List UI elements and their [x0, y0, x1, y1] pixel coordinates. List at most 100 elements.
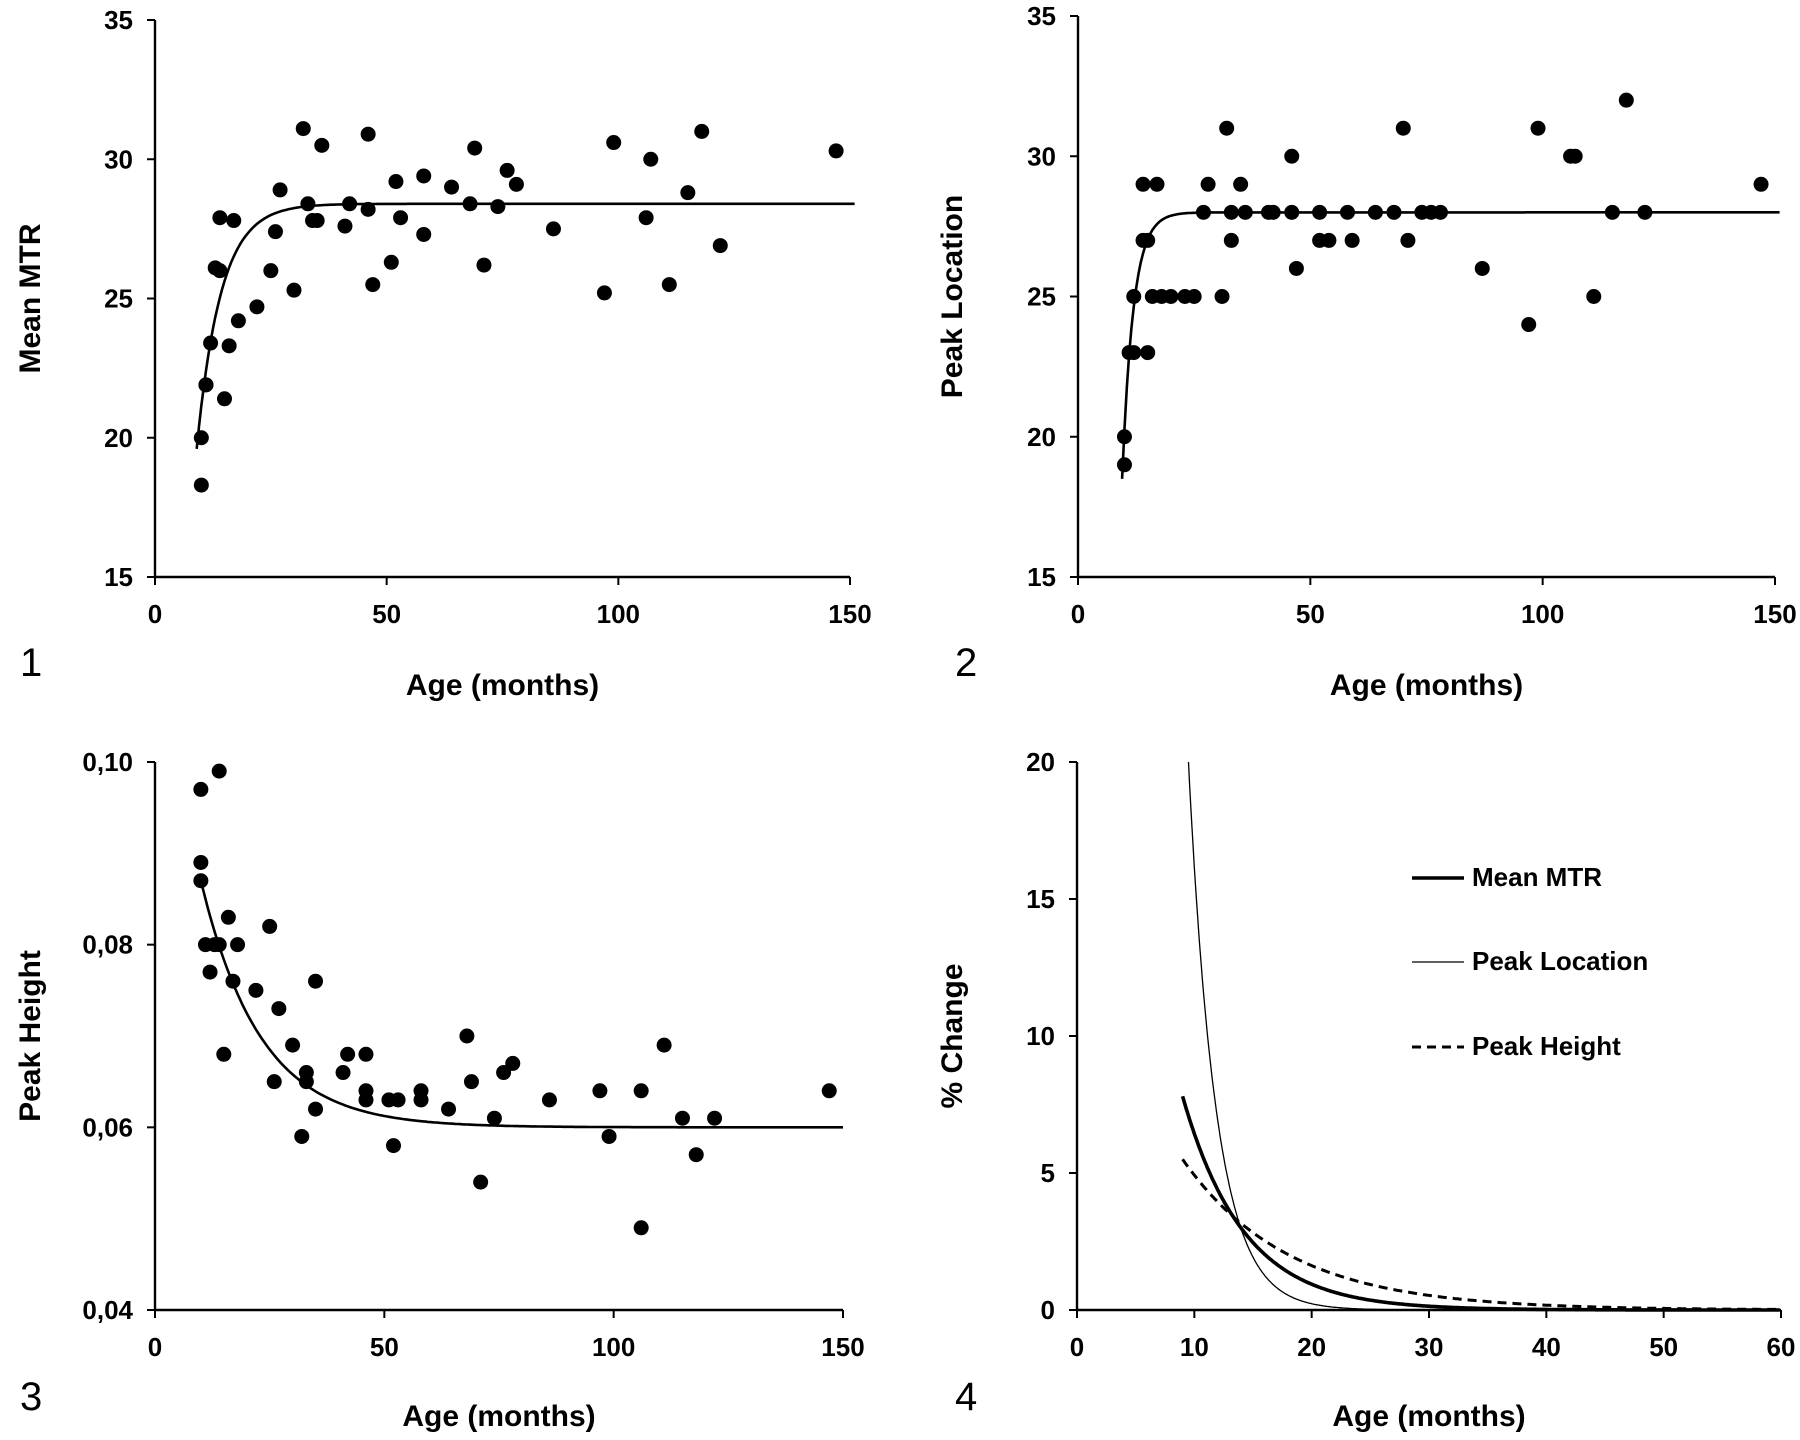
data-point — [1395, 120, 1411, 136]
data-point — [263, 263, 279, 279]
data-point — [606, 135, 622, 151]
data-point — [295, 121, 311, 137]
data-point — [202, 964, 218, 980]
data-point — [828, 143, 844, 159]
y-tick-label: 5 — [1041, 1158, 1055, 1188]
x-tick-label: 50 — [370, 1332, 399, 1362]
data-point — [1567, 148, 1583, 164]
data-point — [193, 477, 209, 493]
panel-number: 2 — [955, 641, 977, 685]
data-point — [216, 1046, 232, 1062]
data-point — [211, 763, 227, 779]
data-point — [285, 1037, 301, 1053]
data-point — [694, 123, 710, 139]
data-point — [601, 1128, 617, 1144]
data-point — [1233, 176, 1249, 192]
data-point — [1140, 345, 1156, 361]
x-tick-label: 0 — [148, 1332, 162, 1362]
data-point — [661, 277, 677, 293]
data-point — [335, 1065, 351, 1081]
x-tick-label: 50 — [1296, 599, 1325, 629]
data-point — [266, 1074, 282, 1090]
data-point — [633, 1083, 649, 1099]
y-axis-label: Mean MTR — [14, 223, 47, 373]
series-line-2 — [1181, 1158, 1780, 1311]
data-point — [308, 1101, 324, 1117]
legend-label: Peak Height — [1472, 1031, 1621, 1061]
y-tick-label: 0,04 — [82, 1295, 133, 1325]
data-point — [383, 254, 399, 270]
y-tick-label: 15 — [1027, 562, 1056, 592]
data-point — [298, 1065, 314, 1081]
data-point — [821, 1083, 837, 1099]
data-point — [707, 1110, 723, 1126]
series-line-0 — [1180, 1095, 1780, 1312]
x-tick-label: 40 — [1532, 1332, 1561, 1362]
data-point — [499, 162, 515, 178]
data-point — [217, 391, 232, 407]
data-point — [198, 377, 214, 393]
data-point — [393, 210, 409, 226]
data-point — [360, 201, 376, 217]
y-tick-label: 25 — [1027, 282, 1056, 312]
x-tick-label: 20 — [1297, 1332, 1326, 1362]
y-tick-label: 0,06 — [82, 1112, 133, 1142]
data-point — [467, 140, 483, 156]
y-tick-label: 30 — [104, 144, 133, 174]
data-point — [688, 1147, 704, 1163]
x-tick-label: 10 — [1180, 1332, 1209, 1362]
data-point — [286, 282, 302, 298]
data-point — [230, 937, 246, 953]
data-point — [390, 1092, 406, 1108]
x-tick-label: 50 — [1649, 1332, 1678, 1362]
x-tick-label: 0 — [1070, 1332, 1084, 1362]
data-point — [541, 1092, 557, 1108]
data-point — [1400, 232, 1416, 248]
legend-label: Peak Location — [1472, 946, 1648, 976]
data-point — [1284, 148, 1300, 164]
data-point — [221, 338, 237, 354]
data-point — [444, 179, 460, 195]
data-point — [230, 313, 246, 329]
y-axis-label: Peak Height — [14, 950, 47, 1122]
data-point — [656, 1037, 672, 1053]
data-point — [212, 210, 228, 226]
panel-number: 3 — [20, 1375, 42, 1419]
data-point — [300, 196, 316, 212]
data-point — [262, 918, 278, 934]
data-point — [1200, 176, 1216, 192]
data-point — [1474, 260, 1490, 276]
data-point — [308, 973, 324, 989]
y-tick-label: 0,08 — [82, 930, 133, 960]
y-tick-label: 15 — [104, 562, 133, 592]
data-point — [505, 1055, 521, 1071]
x-tick-label: 150 — [828, 599, 871, 629]
data-point — [1163, 289, 1179, 304]
x-tick-label: 0 — [148, 599, 162, 629]
y-tick-label: 25 — [104, 284, 133, 314]
data-point — [386, 1138, 402, 1154]
data-point — [592, 1083, 608, 1099]
data-point — [441, 1101, 457, 1117]
y-tick-label: 20 — [1027, 422, 1056, 452]
fit-curve — [195, 202, 855, 450]
data-point — [1149, 176, 1165, 192]
data-point — [633, 1220, 649, 1236]
data-point — [337, 218, 353, 234]
data-point — [476, 257, 492, 273]
data-point — [193, 854, 209, 870]
x-tick-label: 0 — [1071, 599, 1085, 629]
data-point — [508, 176, 524, 192]
x-tick-label: 100 — [597, 599, 640, 629]
data-point — [294, 1128, 310, 1144]
data-point — [459, 1028, 475, 1044]
data-point — [1753, 176, 1769, 192]
data-point — [1135, 176, 1151, 192]
data-point — [309, 213, 325, 229]
x-axis-label: Age (months) — [1330, 669, 1523, 702]
chart-panel-3: 0 50 100 150 0,04 0,06 0,08 0,10 Age (months) Pea… — [14, 747, 865, 1433]
chart-panel-4: 0 10 20 30 40 50 60 0 5 10 15 20 Age (months) % Chang… — [936, 747, 1795, 1433]
data-point — [1288, 260, 1304, 276]
panel-number: 4 — [955, 1375, 977, 1419]
